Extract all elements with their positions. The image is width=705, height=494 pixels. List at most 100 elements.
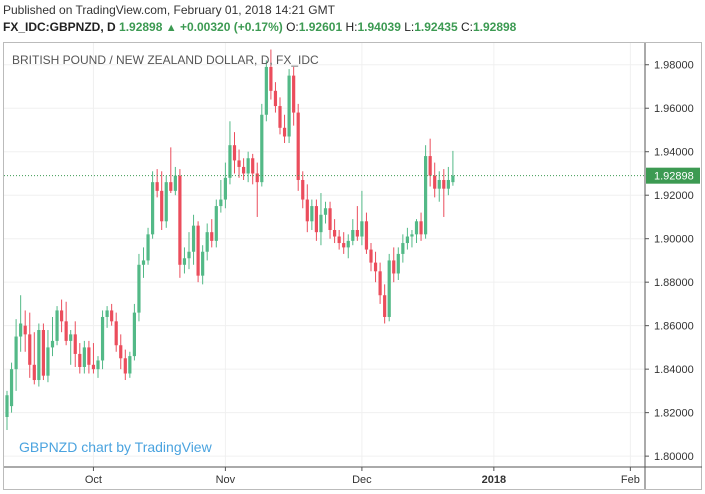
price-tick-label: 1.88000: [654, 277, 694, 289]
candle-body: [337, 236, 341, 244]
low-label: L:: [404, 20, 415, 34]
candle: [105, 306, 109, 328]
candle: [169, 147, 173, 194]
price-tick-label: 1.98000: [654, 60, 694, 72]
candle-body: [410, 234, 414, 237]
candle-body: [355, 229, 359, 237]
candle-body: [387, 260, 391, 317]
candle: [219, 179, 223, 213]
candle: [273, 82, 278, 113]
candle: [364, 212, 369, 254]
candle: [242, 158, 246, 180]
candle: [87, 340, 91, 374]
candle-body: [141, 260, 146, 265]
candle-body: [191, 225, 196, 252]
candle-body: [383, 295, 387, 317]
candle-body: [164, 182, 168, 222]
candle: [28, 312, 32, 378]
candle: [255, 162, 259, 217]
candle: [296, 103, 300, 191]
price-tick-label: 1.84000: [654, 364, 694, 376]
candle-body: [160, 190, 164, 222]
candle: [282, 114, 287, 144]
candle: [369, 243, 373, 272]
candle-body: [5, 395, 9, 417]
candle: [9, 362, 14, 413]
symbol-label: FX_IDC:GBPNZD, D: [3, 20, 116, 34]
candle-body: [69, 334, 73, 341]
candle: [210, 219, 214, 248]
open-value: 1.92601: [298, 20, 343, 34]
candle: [223, 162, 227, 209]
candle: [437, 171, 441, 202]
candle-body: [237, 160, 241, 167]
chart-header: Published on TradingView.com, February 0…: [0, 0, 705, 40]
change-value: +0.00320 (+0.17%): [179, 20, 283, 34]
price-axis[interactable]: 1.80000 1.82000 1.84000 1.86000 1.88000 1.900…: [645, 60, 694, 463]
candle: [442, 169, 446, 217]
candle-body: [96, 360, 100, 370]
candle: [141, 247, 146, 278]
candle: [451, 150, 455, 186]
time-tick-label: Nov: [216, 474, 236, 486]
candle: [50, 316, 55, 357]
candle: [342, 232, 346, 254]
close-value: 1.92898: [472, 20, 517, 34]
price-tick-label: 1.90000: [654, 234, 694, 246]
candle: [428, 138, 432, 187]
candle: [360, 190, 364, 246]
candle: [251, 153, 255, 185]
candle-body: [414, 221, 419, 235]
candle-body: [364, 221, 369, 250]
time-tick-label: 2018: [482, 474, 506, 486]
candle-body: [64, 321, 68, 341]
candle-body: [328, 208, 332, 230]
candle-body: [269, 66, 273, 91]
candle: [424, 145, 428, 239]
candle-body: [128, 356, 132, 374]
candle: [46, 330, 50, 383]
candle: [414, 219, 419, 244]
candle: [19, 295, 23, 352]
close-label: C:: [460, 20, 473, 34]
candle-body: [28, 334, 32, 365]
candle-body: [373, 262, 378, 272]
candle-body: [210, 232, 214, 241]
candle-body: [396, 253, 400, 274]
candle: [323, 201, 328, 224]
candle: [55, 306, 59, 346]
candle-body: [137, 264, 141, 313]
time-axis[interactable]: Oct Nov Dec 2018 Feb: [85, 467, 640, 486]
candle-body: [323, 208, 328, 215]
candle-body: [346, 240, 350, 248]
candle-body: [260, 114, 264, 183]
candle: [392, 247, 396, 283]
last-price-value: 1.92898: [119, 20, 163, 34]
candle-body: [46, 347, 50, 376]
last-price-marker: 1.92898: [646, 167, 700, 184]
candle-body: [110, 310, 114, 322]
time-tick-label: Oct: [85, 474, 102, 486]
candle: [201, 245, 205, 285]
time-tick-label: Dec: [352, 474, 372, 486]
candle-body: [378, 271, 382, 296]
price-tick-label: 1.82000: [654, 408, 694, 420]
price-tick-label: 1.80000: [654, 451, 694, 463]
last-price-marker-bg: [646, 167, 700, 184]
candle-body: [132, 312, 136, 357]
candle-body: [23, 325, 27, 335]
candle: [60, 299, 64, 333]
candlestick-chart[interactable]: 1.80000 1.82000 1.84000 1.86000 1.88000 1.900…: [3, 42, 702, 490]
candle-body: [342, 243, 346, 248]
candle-body: [255, 173, 259, 183]
candle-body: [123, 358, 127, 374]
candle: [137, 253, 141, 322]
candle: [314, 199, 318, 241]
candle-body: [351, 229, 355, 241]
published-line: Published on TradingView.com, February 0…: [3, 3, 335, 17]
candle: [173, 166, 177, 196]
candle-body: [278, 106, 282, 128]
chart-area[interactable]: 1.80000 1.82000 1.84000 1.86000 1.88000 1.900…: [3, 42, 702, 490]
candle: [164, 175, 168, 228]
candle-body: [360, 221, 364, 237]
